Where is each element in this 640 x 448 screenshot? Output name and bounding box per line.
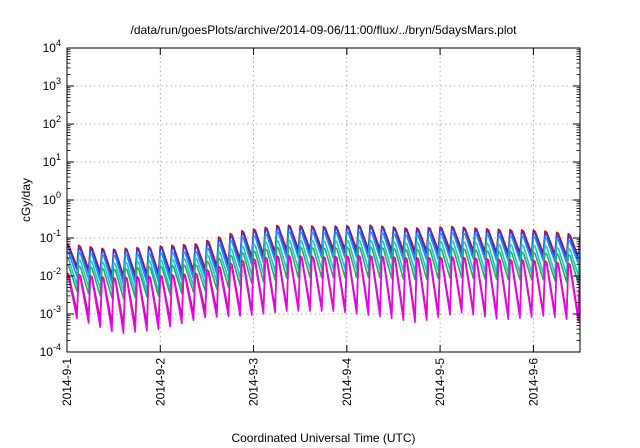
y-axis-label: cGy/day bbox=[19, 178, 33, 222]
series-layer bbox=[67, 224, 580, 334]
x-tick-label: 2014-9-3 bbox=[247, 358, 261, 406]
x-tick-label: 2014-9-5 bbox=[433, 358, 447, 406]
x-axis-label: Coordinated Universal Time (UTC) bbox=[231, 431, 415, 445]
x-tick-label: 2014-9-6 bbox=[526, 358, 540, 406]
x-tick-label: 2014-9-4 bbox=[340, 358, 354, 406]
series-line bbox=[67, 226, 580, 280]
y-tick-label: 101 bbox=[43, 152, 61, 169]
series-line bbox=[67, 239, 580, 292]
series-line bbox=[67, 245, 580, 300]
y-tick-label: 10-3 bbox=[40, 304, 61, 321]
series-line bbox=[67, 230, 580, 285]
x-tick-label: 2014-9-1 bbox=[60, 358, 74, 406]
x-tick-label: 2014-9-2 bbox=[153, 358, 167, 406]
y-tick-label: 102 bbox=[43, 114, 61, 131]
chart-title: /data/run/goesPlots/archive/2014-09-06/1… bbox=[131, 23, 518, 37]
y-tick-label: 100 bbox=[43, 190, 61, 207]
y-tick-label: 103 bbox=[43, 76, 61, 93]
series-line bbox=[67, 257, 580, 334]
y-tick-label: 104 bbox=[43, 38, 61, 55]
y-tick-label: 10-2 bbox=[40, 266, 61, 283]
ticks: 10-4 10-3 10-2 10-1 100 101 102 103 104 2014-9-1 2… bbox=[40, 38, 580, 406]
y-tick-label: 10-1 bbox=[40, 228, 61, 245]
y-tick-label: 10-4 bbox=[40, 342, 61, 359]
